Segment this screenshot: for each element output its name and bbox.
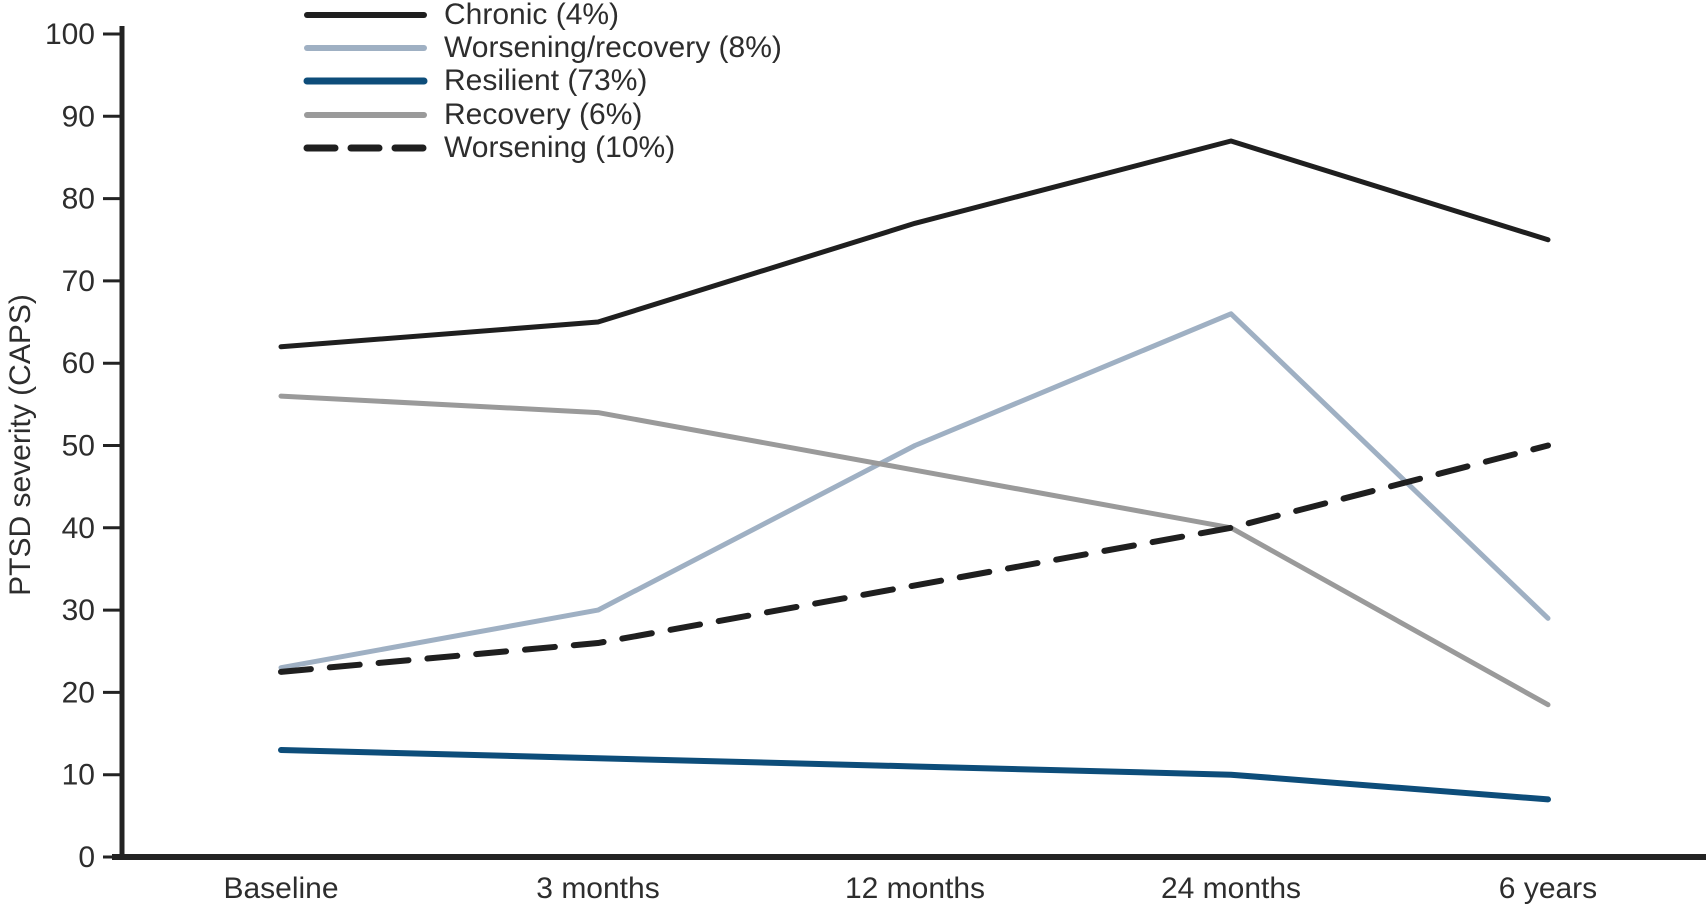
y-tick-label: 80 [62,183,95,216]
x-tick-label: 6 years [1499,872,1597,905]
legend-label-resilient: Resilient (73%) [444,64,648,98]
series-line-chronic [278,138,1551,350]
legend-label-recovery: Recovery (6%) [444,97,643,131]
y-tick-label: 20 [62,676,95,709]
y-tick-label: 100 [45,18,95,51]
legend-swatch-worsening [303,144,428,152]
legend-swatch-recovery [304,111,427,118]
x-tick-label: 24 months [1161,872,1301,905]
y-tick-label: 10 [62,759,95,792]
y-tick-label: 90 [62,100,95,133]
legend-swatch-chronic [304,11,427,18]
legend-swatch-resilient [303,77,428,85]
y-axis-title: PTSD severity (CAPS) [4,294,37,596]
legend-swatch-worsening-recovery [304,45,427,52]
y-tick-label: 70 [62,265,95,298]
series-line-worsening [278,442,1551,675]
y-tick-label: 30 [62,594,95,627]
legend-row-chronic: Chronic (4%) [303,0,782,31]
legend-row-resilient: Resilient (73%) [303,64,782,98]
series-line-recovery [278,393,1551,708]
legend-row-worsening-recovery: Worsening/recovery (8%) [303,31,782,64]
y-tick-label: 0 [78,841,95,874]
y-tick-label: 50 [62,430,95,463]
legend-label-chronic: Chronic (4%) [444,0,620,31]
x-tick-label: Baseline [223,872,338,905]
legend-row-worsening: Worsening (10%) [303,131,782,165]
legend: Chronic (4%) Worsening/recovery (8%) Resil… [303,0,782,165]
series-line-worsening-recovery [278,311,1551,671]
series-line-resilient [278,747,1551,803]
y-tick-label: 60 [62,347,95,380]
y-tick-label: 40 [62,512,95,545]
x-tick-label: 3 months [536,872,659,905]
legend-label-worsening-recovery: Worsening/recovery (8%) [444,31,782,65]
legend-label-worsening: Worsening (10%) [444,131,676,165]
x-tick-label: 12 months [845,872,985,905]
legend-row-recovery: Recovery (6%) [303,98,782,131]
